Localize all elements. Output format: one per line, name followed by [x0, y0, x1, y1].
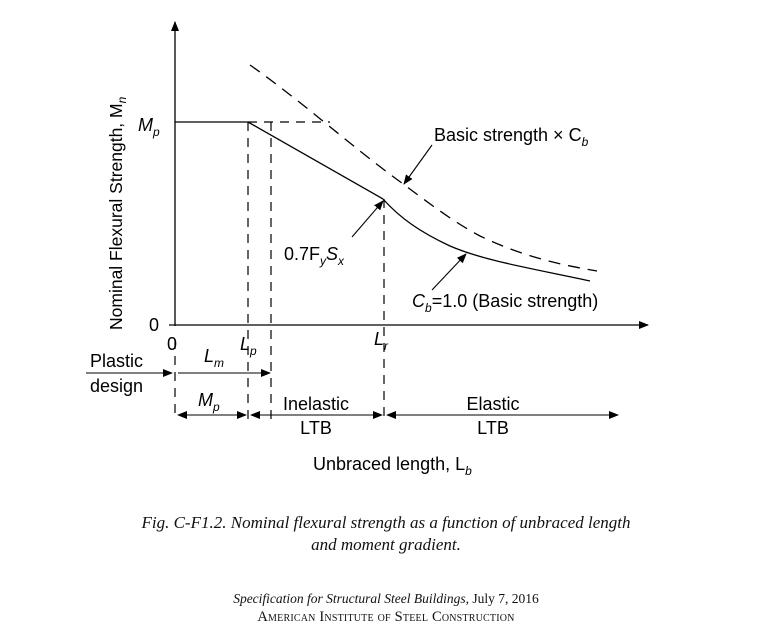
inelastic-line: [247, 121, 384, 200]
label-elastic-ltb: LTB: [477, 418, 509, 438]
cb1-leader: [431, 253, 467, 291]
y-tick-mp: Mp: [138, 115, 160, 139]
footer-line-1: Specification for Structural Steel Build…: [0, 590, 772, 608]
x-tick-lr: Lr: [374, 329, 389, 353]
caption-line-2: and moment gradient.: [311, 535, 461, 554]
label-fysx: 0.7FySx: [284, 244, 345, 268]
label-elastic: Elastic: [466, 394, 519, 414]
page-footer: Specification for Structural Steel Build…: [0, 590, 772, 626]
y-axis-label: Nominal Flexural Strength, Mn: [106, 96, 129, 330]
basic-strength-cb-curve: [249, 64, 598, 272]
footer-date: , July 7, 2016: [465, 591, 539, 606]
x-axis-label: Unbraced length, Lb: [313, 454, 472, 478]
label-basic-strength-cb: Basic strength × Cb: [434, 125, 589, 149]
label-mp-range: Mp: [198, 390, 220, 414]
basic-cb-leader: [403, 144, 433, 185]
label-design: design: [90, 376, 143, 396]
figure-caption: Fig. C-F1.2. Nominal flexural strength a…: [0, 512, 772, 556]
label-lm: Lm: [204, 346, 224, 370]
x-tick-lp: Lp: [240, 334, 257, 358]
footer-line-2: American Institute of Steel Construction: [257, 609, 515, 625]
y-tick-zero: 0: [149, 315, 159, 335]
label-inelastic-ltb: LTB: [300, 418, 332, 438]
label-plastic: Plastic: [90, 351, 143, 371]
label-inelastic: Inelastic: [283, 394, 349, 414]
footer-title: Specification for Structural Steel Build…: [233, 591, 466, 606]
caption-line-1: Fig. C-F1.2. Nominal flexural strength a…: [141, 513, 631, 532]
elastic-curve: [382, 198, 591, 282]
label-cb-one: Cb=1.0 (Basic strength): [412, 291, 598, 315]
fysx-leader: [351, 200, 384, 238]
x-tick-zero: 0: [167, 334, 177, 354]
